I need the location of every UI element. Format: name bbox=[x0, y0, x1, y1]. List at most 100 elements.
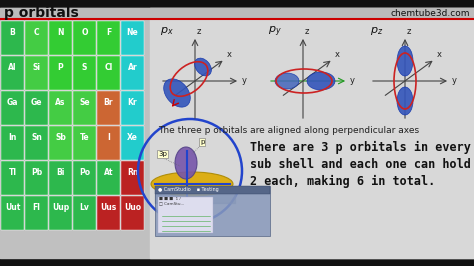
Bar bbox=[25, 196, 48, 230]
Bar bbox=[1, 56, 24, 90]
Text: □ CamStu...: □ CamStu... bbox=[159, 201, 184, 205]
Ellipse shape bbox=[397, 46, 413, 76]
Bar bbox=[25, 21, 48, 55]
Bar bbox=[49, 21, 72, 55]
Text: N: N bbox=[57, 28, 64, 38]
Text: Sb: Sb bbox=[55, 134, 66, 142]
Text: Te: Te bbox=[80, 134, 89, 142]
Text: Sn: Sn bbox=[31, 134, 42, 142]
Text: ■ ■ ■  1 /: ■ ■ ■ 1 / bbox=[159, 197, 181, 201]
Text: $p_y$: $p_y$ bbox=[268, 24, 282, 39]
Bar bbox=[97, 196, 120, 230]
Text: The three p orbitals are aligned along perpendicular axes: The three p orbitals are aligned along p… bbox=[158, 126, 419, 135]
Text: As: As bbox=[55, 98, 66, 107]
Ellipse shape bbox=[275, 73, 299, 89]
Bar bbox=[158, 197, 213, 233]
Bar bbox=[121, 21, 144, 55]
Bar bbox=[1, 21, 24, 55]
Bar bbox=[97, 91, 120, 125]
Text: Lv: Lv bbox=[80, 203, 90, 212]
Bar bbox=[73, 196, 96, 230]
Ellipse shape bbox=[195, 58, 211, 76]
Bar bbox=[155, 186, 270, 236]
Text: Uuo: Uuo bbox=[124, 203, 141, 212]
Bar bbox=[155, 186, 270, 194]
Text: Fl: Fl bbox=[33, 203, 40, 212]
Bar bbox=[97, 21, 120, 55]
Text: p orbitals: p orbitals bbox=[4, 6, 79, 20]
Text: Rn: Rn bbox=[127, 168, 138, 177]
Bar bbox=[1, 196, 24, 230]
Text: Uut: Uut bbox=[5, 203, 20, 212]
Text: y: y bbox=[350, 76, 355, 85]
Text: Pb: Pb bbox=[31, 168, 42, 177]
Bar bbox=[49, 91, 72, 125]
Bar bbox=[121, 126, 144, 160]
Text: Po: Po bbox=[79, 168, 90, 177]
Bar bbox=[25, 161, 48, 195]
Ellipse shape bbox=[151, 172, 233, 196]
Bar bbox=[49, 196, 72, 230]
Bar bbox=[25, 126, 48, 160]
Text: z: z bbox=[305, 27, 310, 36]
Bar bbox=[25, 56, 48, 90]
Text: O: O bbox=[81, 28, 88, 38]
Bar bbox=[49, 56, 72, 90]
Text: z: z bbox=[407, 27, 411, 36]
Bar bbox=[73, 91, 96, 125]
Bar bbox=[1, 161, 24, 195]
Bar bbox=[121, 91, 144, 125]
Text: sub shell and each one can hold: sub shell and each one can hold bbox=[250, 158, 471, 171]
Text: There are 3 p orbitals in every: There are 3 p orbitals in every bbox=[250, 141, 471, 154]
Text: y: y bbox=[242, 76, 247, 85]
Text: Tl: Tl bbox=[9, 168, 17, 177]
Text: Br: Br bbox=[104, 98, 113, 107]
Ellipse shape bbox=[164, 79, 190, 107]
Bar bbox=[73, 56, 96, 90]
Text: Xe: Xe bbox=[127, 134, 138, 142]
Text: Ga: Ga bbox=[7, 98, 18, 107]
Text: Ge: Ge bbox=[31, 98, 42, 107]
Text: Kr: Kr bbox=[128, 98, 137, 107]
Text: In: In bbox=[9, 134, 17, 142]
Ellipse shape bbox=[307, 72, 335, 90]
Text: x: x bbox=[227, 50, 232, 59]
Text: 3p: 3p bbox=[158, 151, 167, 157]
Bar bbox=[97, 56, 120, 90]
Bar bbox=[121, 161, 144, 195]
Text: Uup: Uup bbox=[52, 203, 69, 212]
Bar bbox=[73, 161, 96, 195]
Text: chemtube3d.com: chemtube3d.com bbox=[391, 9, 470, 18]
Text: p: p bbox=[200, 139, 204, 145]
Bar bbox=[97, 161, 120, 195]
Text: $p_x$: $p_x$ bbox=[160, 25, 174, 37]
Text: x: x bbox=[437, 50, 442, 59]
Text: 2 each, making 6 in total.: 2 each, making 6 in total. bbox=[250, 175, 435, 188]
Text: Cl: Cl bbox=[104, 63, 113, 72]
Text: Ne: Ne bbox=[127, 28, 138, 38]
Text: Al: Al bbox=[8, 63, 17, 72]
Bar bbox=[73, 21, 96, 55]
Bar bbox=[1, 91, 24, 125]
Bar bbox=[1, 126, 24, 160]
Bar bbox=[121, 56, 144, 90]
Ellipse shape bbox=[175, 147, 197, 179]
Bar bbox=[73, 126, 96, 160]
Ellipse shape bbox=[397, 87, 413, 115]
Bar bbox=[97, 126, 120, 160]
Text: Uus: Uus bbox=[100, 203, 117, 212]
Text: S: S bbox=[82, 63, 87, 72]
Text: x: x bbox=[335, 50, 340, 59]
Text: Ar: Ar bbox=[128, 63, 137, 72]
Bar bbox=[121, 196, 144, 230]
Bar bbox=[49, 126, 72, 160]
Text: I: I bbox=[107, 134, 110, 142]
Text: $p_z$: $p_z$ bbox=[370, 25, 383, 37]
Text: F: F bbox=[106, 28, 111, 38]
Text: ● CamStudio    ▪ Testing: ● CamStudio ▪ Testing bbox=[158, 188, 219, 193]
Bar bbox=[49, 161, 72, 195]
Text: Se: Se bbox=[79, 98, 90, 107]
Text: z: z bbox=[197, 27, 201, 36]
Bar bbox=[25, 91, 48, 125]
Text: y: y bbox=[452, 76, 457, 85]
